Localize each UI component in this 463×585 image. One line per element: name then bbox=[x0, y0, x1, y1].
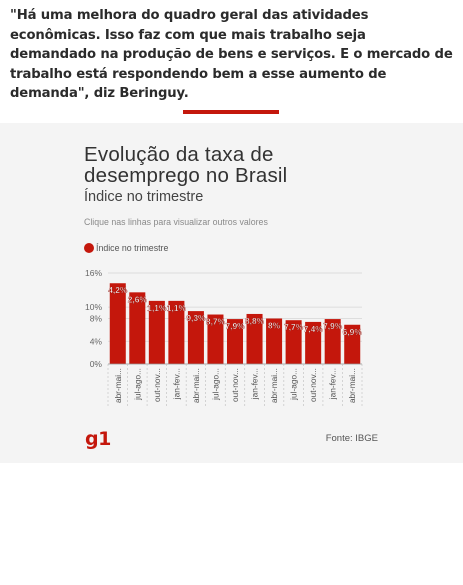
chart-hint: Clique nas linhas para visualizar outros… bbox=[84, 217, 268, 227]
bar[interactable] bbox=[226, 319, 244, 364]
x-tick-label: jan-fev... bbox=[171, 368, 181, 400]
x-tick-label: jul-ago... bbox=[289, 368, 299, 401]
data-label: 9,3% bbox=[186, 313, 206, 323]
x-tick-label: jan-fev... bbox=[328, 368, 338, 400]
bar[interactable] bbox=[168, 300, 185, 364]
x-tick-label: abr-mai... bbox=[113, 368, 123, 403]
bar[interactable] bbox=[285, 320, 302, 364]
data-label: 8,8% bbox=[245, 316, 265, 326]
data-label: 6,9% bbox=[343, 327, 363, 337]
x-tick-label: abr-mai... bbox=[269, 368, 279, 403]
article-quote: "Há uma melhora do quadro geral das ativ… bbox=[10, 8, 453, 102]
bar[interactable] bbox=[266, 318, 283, 365]
bar[interactable] bbox=[207, 314, 224, 364]
data-label: 8% bbox=[268, 321, 281, 331]
g1-logo: g1 bbox=[85, 428, 111, 450]
chart-card bbox=[0, 123, 463, 463]
bar[interactable] bbox=[344, 324, 361, 364]
bar[interactable] bbox=[109, 283, 126, 364]
y-tick-label: 8% bbox=[90, 314, 103, 324]
bar[interactable] bbox=[305, 321, 322, 364]
y-tick-label: 0% bbox=[90, 359, 103, 369]
chart-source: Fonte: IBGE bbox=[325, 433, 378, 444]
data-label: 7,9% bbox=[323, 321, 343, 331]
x-tick-label: abr-mai... bbox=[191, 368, 201, 403]
data-label: 4,2% bbox=[108, 285, 128, 295]
x-tick-label: jul-ago... bbox=[210, 368, 220, 401]
data-label: 1,1% bbox=[147, 303, 167, 313]
data-label: 7,9% bbox=[225, 321, 245, 331]
legend-label: Índice no trimestre bbox=[96, 243, 169, 253]
bar[interactable] bbox=[187, 311, 204, 364]
bar[interactable] bbox=[129, 292, 146, 364]
data-label: 8,7% bbox=[206, 317, 226, 327]
chart-legend[interactable]: Índice no trimestre bbox=[84, 243, 168, 253]
bar[interactable] bbox=[324, 319, 341, 364]
bar[interactable] bbox=[246, 313, 263, 364]
data-label: 7,7% bbox=[284, 322, 304, 332]
x-tick-label: abr-mai... bbox=[347, 368, 357, 403]
chart-subtitle: Índice no trimestre bbox=[84, 189, 204, 205]
x-tick-label: out-nov... bbox=[152, 368, 162, 402]
chart-title: Evolução da taxa de desemprego no Brasil bbox=[84, 143, 288, 187]
data-label: 7,4% bbox=[304, 324, 324, 334]
x-tick-label: out-nov... bbox=[308, 368, 318, 402]
data-label: 2,6% bbox=[128, 294, 148, 304]
legend-dot-icon bbox=[84, 243, 94, 253]
y-tick-label: 4% bbox=[90, 336, 103, 346]
x-tick-label: jan-fev... bbox=[250, 368, 260, 400]
data-label: 1,1% bbox=[167, 303, 187, 313]
x-tick-label: out-nov... bbox=[230, 368, 240, 402]
bar[interactable] bbox=[148, 300, 165, 364]
y-tick-label: 10% bbox=[85, 302, 102, 312]
y-tick-label: 16% bbox=[85, 268, 102, 278]
x-tick-label: jul-ago... bbox=[132, 368, 142, 401]
section-divider bbox=[183, 110, 279, 114]
